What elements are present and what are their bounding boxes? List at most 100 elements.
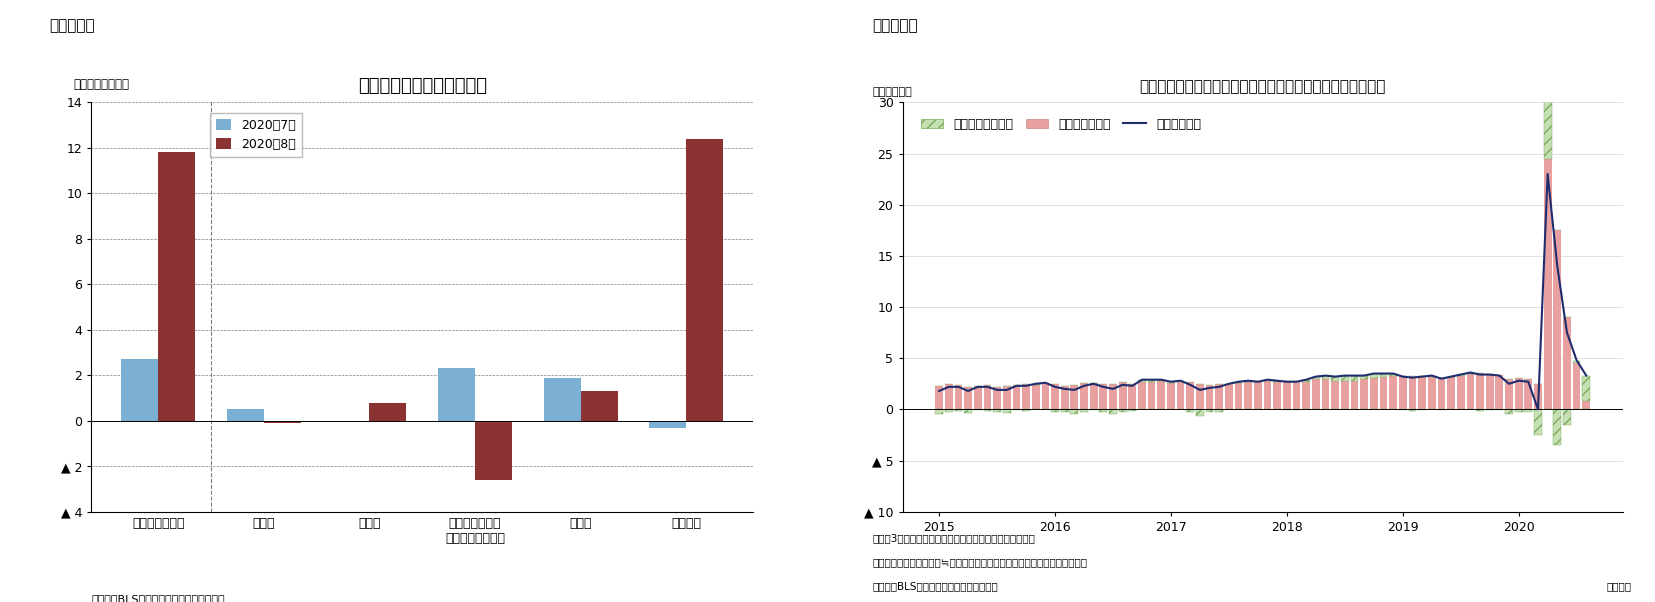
Bar [1301,380,1309,382]
Bar [1331,380,1339,409]
Bar [953,385,962,409]
Bar [475,421,511,480]
Bar [159,152,195,421]
Bar [1466,373,1473,409]
Bar [369,403,405,421]
Bar [649,421,685,427]
Bar [1331,377,1339,380]
Bar [121,359,159,421]
Text: （年率、％）: （年率、％） [872,87,912,98]
Bar [1524,379,1531,409]
Bar [1321,379,1329,409]
Bar [1283,409,1289,411]
Bar [1359,379,1367,409]
Bar [1311,377,1319,379]
Bar [1417,376,1425,409]
Bar [1427,376,1435,377]
Bar [1572,364,1579,409]
Bar [1177,380,1183,382]
Bar [1137,382,1145,409]
Bar [1109,384,1115,409]
Bar [1031,384,1039,385]
Legend: 週当たり労働時間, 時間当たり賃金, 週当たり賃金: 週当たり労働時間, 時間当たり賃金, 週当たり賃金 [915,113,1205,135]
Bar [1341,380,1347,409]
Bar [1321,376,1329,379]
Bar [1079,383,1087,409]
Text: （前月差、万人）: （前月差、万人） [73,78,129,91]
Bar [1021,384,1029,409]
Bar [1069,385,1077,409]
Bar [1051,384,1058,409]
Bar [1099,384,1107,409]
Bar [1293,409,1299,411]
Bar [1283,380,1289,409]
Bar [1127,384,1135,409]
Bar [1389,376,1397,409]
Legend: 2020年7月, 2020年8月: 2020年7月, 2020年8月 [210,113,301,158]
Bar [1417,409,1425,411]
Bar [1494,409,1503,411]
Bar [1379,373,1387,377]
Bar [1041,383,1049,409]
Bar [1301,382,1309,409]
Bar [1147,380,1155,382]
Bar [685,138,723,421]
Text: 週当たり賃金伸び率≒週当たり労働時間伸び率＋時間当たり賃金伸び率: 週当たり賃金伸び率≒週当たり労働時間伸び率＋時間当たり賃金伸び率 [872,557,1087,567]
Bar [1177,382,1183,409]
Bar [1293,380,1299,409]
Bar [1119,382,1125,409]
Bar [1195,384,1203,409]
Bar [1051,409,1058,412]
Title: 民間非農業部門の週当たり賃金伸び率（年率換算、寄与度）: 民間非農業部門の週当たり賃金伸び率（年率換算、寄与度） [1139,79,1385,95]
Bar [1003,409,1010,414]
Bar [1524,409,1531,412]
Bar [1003,386,1010,409]
Bar [1253,382,1261,409]
Bar [1504,409,1513,414]
Bar [1446,377,1455,409]
Bar [953,409,962,411]
Bar [1167,383,1173,409]
Bar [1369,377,1377,409]
Bar [263,421,301,423]
Text: （図表３）: （図表３） [50,18,96,33]
Bar [1243,380,1251,382]
Bar [935,409,942,414]
Bar [993,409,1000,412]
Bar [1389,373,1397,376]
Text: （資料）BLSよりニッセイ基礎研究所作成: （資料）BLSよりニッセイ基礎研究所作成 [91,594,225,602]
Bar [973,386,981,409]
Bar [1185,382,1193,409]
Bar [1494,374,1503,409]
Bar [1311,379,1319,409]
Bar [1205,385,1213,409]
Bar [1552,409,1561,445]
Bar [1069,409,1077,414]
Bar [1061,386,1067,409]
Bar [945,384,952,409]
Bar [1235,383,1241,409]
Bar [1552,230,1561,409]
Bar [1243,382,1251,409]
Bar [439,368,475,421]
Bar [1533,384,1541,409]
Bar [935,386,942,409]
Bar [1273,380,1281,382]
Bar [1485,409,1493,411]
Bar [1341,376,1347,380]
Bar [1504,379,1513,409]
Text: （資料）BLSよりニッセイ基礎研究所作成: （資料）BLSよりニッセイ基礎研究所作成 [872,581,998,591]
Bar [1379,377,1387,409]
Bar [1437,409,1445,411]
Bar [1089,409,1097,411]
Bar [1485,373,1493,409]
Bar [1582,376,1589,401]
Bar [1099,409,1107,412]
Bar [1137,380,1145,382]
Bar [1350,380,1357,409]
Bar [1456,374,1463,376]
Bar [1195,409,1203,415]
Bar [1089,383,1097,409]
Bar [1215,384,1223,409]
Bar [1359,376,1367,379]
